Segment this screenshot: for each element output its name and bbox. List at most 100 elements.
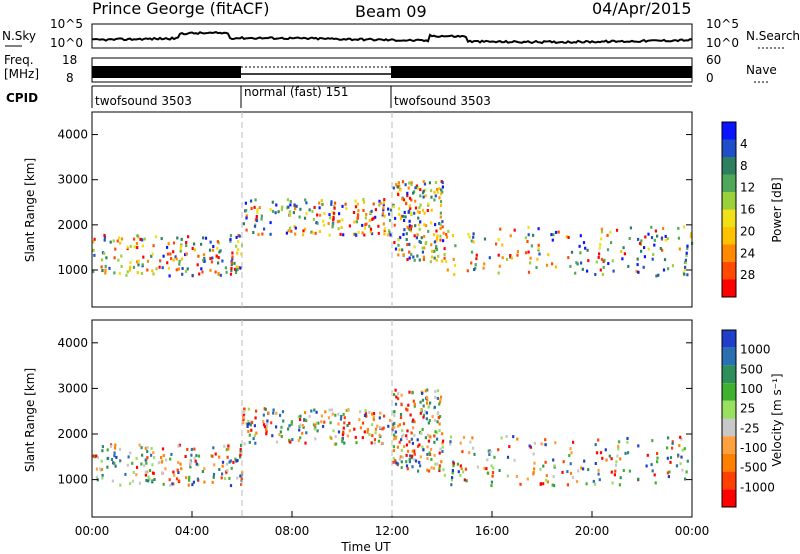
vel-data-echo (343, 416, 346, 420)
vel-data-echo (184, 455, 187, 458)
vel-data-echo (152, 451, 155, 455)
power-data-echo (424, 188, 427, 192)
vel-data-echo (505, 435, 508, 438)
y-tick-label: 2000 (57, 427, 88, 441)
vel-data-echo (410, 431, 413, 435)
vel-data-echo (328, 408, 331, 412)
vel-data-echo (392, 460, 395, 464)
power-data-echo (439, 211, 442, 215)
vel-data-echo (305, 431, 308, 435)
vel-data-echo (419, 464, 422, 468)
power-data-echo (659, 247, 662, 250)
power-data-echo (408, 250, 411, 254)
power-data-echo (421, 246, 424, 250)
vel-data-echo (669, 456, 673, 460)
vel-data-echo (229, 484, 233, 488)
vel-data-echo (424, 410, 427, 413)
vel-data-echo (506, 474, 509, 478)
power-data-echo (436, 237, 439, 240)
vel-data-echo (315, 421, 318, 425)
vel-data-echo (582, 467, 585, 471)
power-data-echo (394, 247, 398, 251)
power-data-echo (443, 256, 446, 260)
vel-data-echo (383, 414, 386, 418)
vel-data-echo (342, 412, 345, 416)
vel-data-echo (483, 466, 486, 470)
power-data-echo (364, 223, 367, 227)
vel-data-echo (288, 424, 291, 428)
vel-data-echo (566, 470, 569, 474)
vel-data-echo (442, 439, 445, 443)
velocity-y-axis: 1000 2000 3000 4000 (57, 336, 692, 487)
power-data-echo (439, 223, 442, 227)
colorbar-tick-label: 12 (740, 181, 755, 195)
power-data-echo (400, 214, 403, 218)
vel-data-echo (372, 415, 375, 419)
vel-data-echo (680, 455, 683, 459)
vel-data-echo (339, 417, 343, 421)
vel-data-echo (408, 458, 411, 462)
power-data-echo (526, 240, 529, 243)
power-data-echo (129, 265, 132, 269)
vel-data-echo (533, 461, 536, 465)
vel-data-echo (101, 476, 104, 480)
vel-data-echo (432, 466, 436, 470)
power-data-echo (160, 237, 163, 241)
power-data-echo (230, 261, 234, 265)
vel-data-echo (486, 471, 489, 475)
power-data-echo (372, 202, 375, 206)
vel-data-echo (239, 474, 242, 478)
power-data-echo (353, 232, 356, 236)
power-data-echo (434, 181, 438, 184)
power-data-echo (146, 259, 150, 263)
power-data-echo (524, 236, 527, 240)
colorbar-tick-label: -100 (740, 441, 767, 455)
power-data-echo (174, 255, 177, 259)
vel-data-echo (420, 408, 423, 412)
power-data-echo (166, 252, 170, 256)
vel-data-echo (214, 452, 217, 456)
power-data-echo (628, 237, 631, 240)
power-data-echo (527, 250, 530, 254)
vel-data-echo (516, 437, 519, 441)
vel-data-echo (366, 430, 369, 434)
power-data-echo (651, 257, 654, 261)
vel-data-echo (419, 411, 422, 415)
vel-data-echo (397, 424, 400, 428)
vel-data-echo (101, 449, 104, 453)
vel-data-echo (577, 469, 580, 473)
vel-data-echo (610, 457, 613, 461)
vel-data-echo (393, 414, 396, 418)
power-data-echo (361, 231, 364, 235)
vel-data-echo (100, 468, 103, 471)
power-data-echo (684, 258, 687, 262)
power-data-echo (196, 263, 199, 267)
power-data-echo (610, 241, 613, 245)
vel-data-echo (436, 389, 440, 393)
vel-data-echo (587, 468, 590, 472)
power-data-echo (344, 202, 347, 206)
vel-data-echo (583, 459, 586, 463)
vel-data-echo (162, 454, 165, 458)
vel-data-echo (426, 388, 429, 392)
vel-data-echo (608, 454, 611, 458)
vel-data-echo (151, 471, 155, 475)
power-data-echo (423, 246, 426, 250)
vel-data-echo (161, 447, 165, 451)
vel-data-echo (439, 398, 442, 401)
power-data-echo (537, 247, 540, 251)
power-data-echo (433, 256, 436, 260)
y-tick-label: 4000 (57, 128, 88, 142)
vel-data-echo (119, 459, 122, 463)
vel-data-echo (408, 454, 412, 458)
power-data-echo (413, 245, 416, 249)
vel-data-echo (149, 469, 152, 472)
power-data-echo (430, 243, 433, 247)
power-data-echo (215, 254, 218, 258)
power-data-echo (402, 198, 406, 202)
vel-data-echo (221, 464, 224, 468)
vel-data-echo (348, 421, 351, 425)
vel-data-echo (418, 460, 421, 464)
vel-data-echo (239, 447, 242, 451)
